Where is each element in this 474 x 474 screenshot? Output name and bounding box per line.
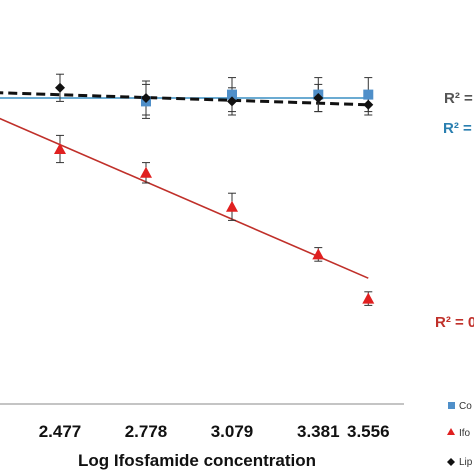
legend-label: Co [459, 401, 472, 412]
x-axis-label: Log Ifosfamide concentration [78, 451, 316, 470]
legend-entry-lip: Lip [447, 457, 473, 468]
r2-annotation-lip: R² = [444, 90, 473, 107]
x-tick-label: 3.556 [347, 422, 390, 441]
data-points [54, 82, 375, 304]
legend-marker-triangle [447, 428, 455, 435]
trend-lines [0, 91, 369, 279]
x-tick-labels: 2.477 2.778 3.079 3.381 3.556 [39, 422, 390, 441]
x-tick-label: 2.477 [39, 422, 82, 441]
legend: Co Ifo Lip [447, 401, 473, 468]
legend-marker-diamond [447, 458, 455, 466]
legend-label: Lip [459, 457, 473, 468]
data-point-lip [363, 99, 374, 110]
data-point-lip [141, 93, 151, 103]
data-point-co [363, 89, 374, 100]
x-tick-label: 3.381 [297, 422, 340, 441]
r2-annotation-co: R² = [443, 120, 472, 137]
legend-label: Ifo [459, 428, 471, 439]
data-point-ifo [312, 248, 325, 260]
x-tick-label: 2.778 [125, 422, 168, 441]
legend-entry-ifo: Ifo [447, 428, 471, 439]
legend-entry-co: Co [448, 401, 472, 412]
error-bars [56, 73, 373, 306]
legend-marker-square [448, 402, 455, 409]
x-tick-label: 3.079 [211, 422, 254, 441]
trend-line-ifo [0, 117, 369, 279]
data-point-ifo [140, 166, 152, 178]
data-point-ifo [54, 143, 66, 154]
data-point-ifo [226, 200, 238, 212]
data-point-ifo [362, 292, 375, 304]
data-point-lip [55, 82, 65, 93]
data-point-co [227, 89, 237, 100]
data-point-lip [227, 96, 237, 107]
r2-annotation-ifo: R² = 0 [435, 314, 474, 331]
data-point-lip [313, 93, 324, 103]
